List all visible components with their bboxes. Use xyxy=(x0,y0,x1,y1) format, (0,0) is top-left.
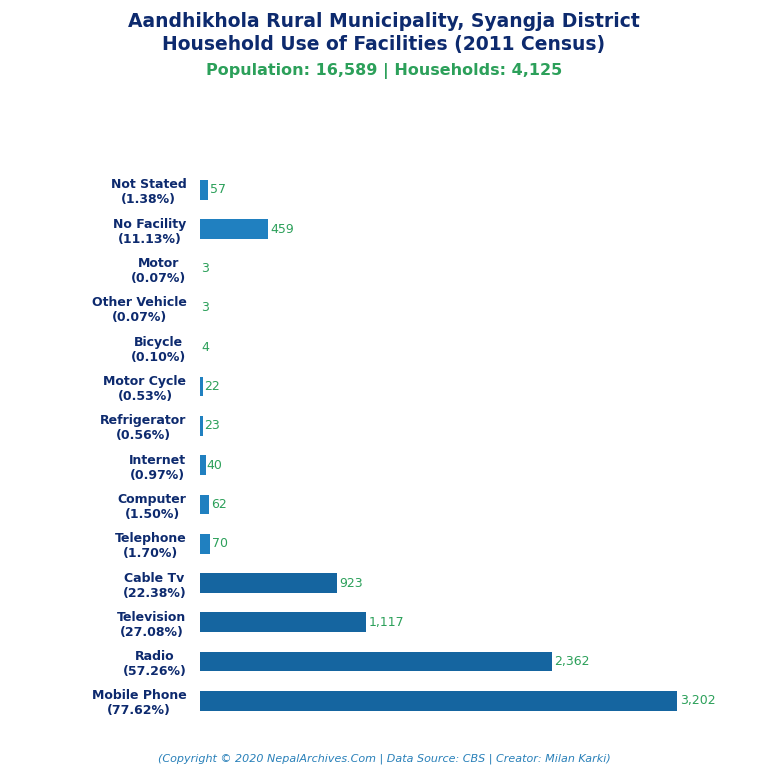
Text: Population: 16,589 | Households: 4,125: Population: 16,589 | Households: 4,125 xyxy=(206,63,562,79)
Text: 62: 62 xyxy=(211,498,227,511)
Text: 3: 3 xyxy=(201,262,209,275)
Text: 3,202: 3,202 xyxy=(680,694,715,707)
Text: 2,362: 2,362 xyxy=(554,655,590,668)
Bar xyxy=(200,220,268,239)
Text: 23: 23 xyxy=(204,419,220,432)
Text: Aandhikhola Rural Municipality, Syangja District: Aandhikhola Rural Municipality, Syangja … xyxy=(128,12,640,31)
Text: 40: 40 xyxy=(207,458,223,472)
Bar xyxy=(200,495,209,515)
Text: Household Use of Facilities (2011 Census): Household Use of Facilities (2011 Census… xyxy=(163,35,605,54)
Bar xyxy=(200,534,210,554)
Text: 923: 923 xyxy=(339,577,363,590)
Bar xyxy=(200,376,203,396)
Bar xyxy=(200,691,677,710)
Bar xyxy=(200,416,203,435)
Text: 22: 22 xyxy=(204,380,220,393)
Text: 459: 459 xyxy=(270,223,294,236)
Bar xyxy=(200,652,552,671)
Bar xyxy=(200,180,208,200)
Text: 4: 4 xyxy=(201,341,210,354)
Text: 3: 3 xyxy=(201,301,209,314)
Bar xyxy=(200,455,206,475)
Bar xyxy=(200,613,366,632)
Text: (Copyright © 2020 NepalArchives.Com | Data Source: CBS | Creator: Milan Karki): (Copyright © 2020 NepalArchives.Com | Da… xyxy=(157,753,611,764)
Bar xyxy=(200,573,337,593)
Text: 57: 57 xyxy=(210,184,227,197)
Text: 1,117: 1,117 xyxy=(369,616,404,629)
Text: 70: 70 xyxy=(213,537,228,550)
